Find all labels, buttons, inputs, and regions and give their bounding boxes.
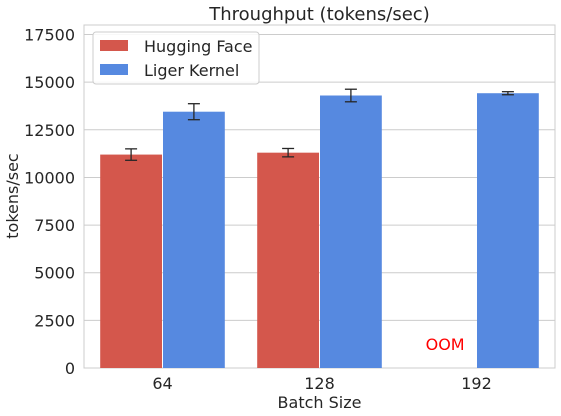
chart-title: Throughput (tokens/sec) <box>208 4 429 25</box>
legend-box <box>92 31 260 85</box>
y-tick-labels: 0 2500 5000 7500 10000 12500 15000 17500 <box>24 26 75 378</box>
x-tick-labels: 64 128 192 <box>152 374 491 393</box>
y-tick-label-15000: 15000 <box>24 73 75 92</box>
error-bar-hugging-face-64 <box>125 148 138 161</box>
annotations: OOM <box>426 335 465 354</box>
bar-hugging-face-128 <box>257 152 319 368</box>
y-tick-label-17500: 17500 <box>24 26 75 45</box>
legend-swatch-liger-kernel <box>100 64 128 75</box>
error-bars <box>125 88 514 161</box>
x-tick-label-128: 128 <box>304 374 335 393</box>
y-tick-label-5000: 5000 <box>34 264 75 283</box>
error-bar-liger-kernel-64 <box>187 103 200 121</box>
legend-label-liger-kernel: Liger Kernel <box>144 61 239 80</box>
legend-swatch-hugging-face <box>100 40 128 51</box>
gridlines <box>84 34 555 369</box>
error-bar-liger-kernel-128 <box>344 88 357 103</box>
bars <box>100 93 539 369</box>
y-tick-label-10000: 10000 <box>24 168 75 187</box>
y-tick-label-2500: 2500 <box>34 311 75 330</box>
y-tick-label-0: 0 <box>65 359 75 378</box>
bar-liger-kernel-64 <box>163 111 225 369</box>
annotation-oom: OOM <box>426 335 465 354</box>
y-tick-label-7500: 7500 <box>34 216 75 235</box>
x-tick-label-64: 64 <box>152 374 172 393</box>
bar-liger-kernel-192 <box>477 93 539 369</box>
y-axis-label: tokens/sec <box>3 153 22 238</box>
legend: Hugging Face Liger Kernel <box>92 31 260 85</box>
x-axis-label: Batch Size <box>278 393 362 412</box>
x-tick-label-192: 192 <box>461 374 492 393</box>
legend-label-hugging-face: Hugging Face <box>144 37 253 56</box>
y-tick-label-12500: 12500 <box>24 121 75 140</box>
bar-hugging-face-64 <box>100 154 162 368</box>
error-bar-liger-kernel-192 <box>501 91 514 96</box>
error-bar-hugging-face-128 <box>282 147 295 158</box>
bar-liger-kernel-128 <box>320 95 382 368</box>
